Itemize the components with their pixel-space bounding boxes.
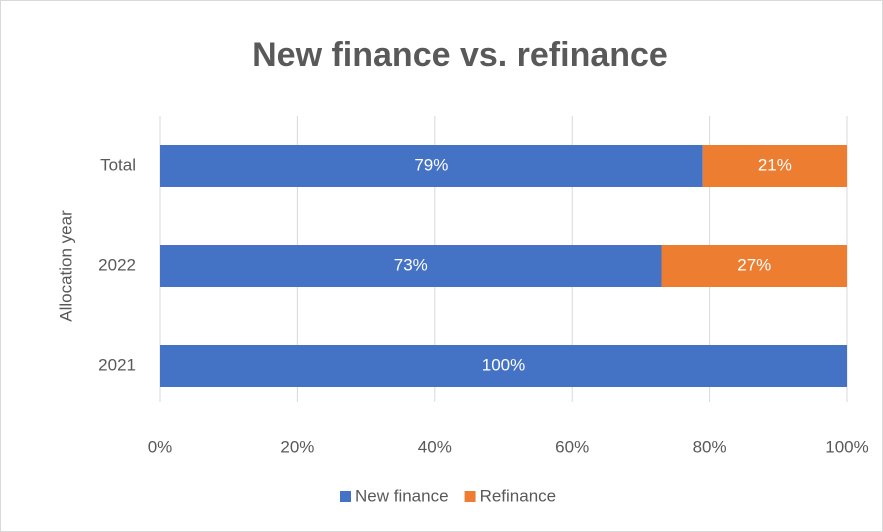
bar-segment bbox=[702, 145, 847, 187]
y-axis-title: Allocation year bbox=[56, 210, 75, 322]
x-tick-label: 20% bbox=[280, 437, 314, 456]
legend-label: Refinance bbox=[480, 486, 557, 505]
data-label: 21% bbox=[758, 155, 792, 174]
bar-segment bbox=[160, 145, 703, 187]
x-tick-label: 60% bbox=[555, 437, 589, 456]
legend-label: New finance bbox=[355, 486, 449, 505]
y-tick-label: 2022 bbox=[98, 255, 136, 274]
y-tick-label: Total bbox=[100, 155, 136, 174]
x-tick-label: 100% bbox=[825, 437, 868, 456]
bar-segment bbox=[160, 245, 662, 287]
y-tick-label: 2021 bbox=[98, 355, 136, 374]
legend-swatch bbox=[340, 491, 351, 502]
data-label: 73% bbox=[394, 255, 428, 274]
data-label: 27% bbox=[737, 255, 771, 274]
data-label: 79% bbox=[414, 155, 448, 174]
x-tick-label: 80% bbox=[693, 437, 727, 456]
x-tick-label: 40% bbox=[418, 437, 452, 456]
chart-title: New finance vs. refinance bbox=[252, 36, 668, 74]
x-tick-label: 0% bbox=[148, 437, 173, 456]
bar-segment bbox=[661, 245, 847, 287]
bar-segment bbox=[160, 345, 847, 387]
legend-swatch bbox=[464, 491, 476, 502]
data-label: 100% bbox=[482, 355, 525, 374]
